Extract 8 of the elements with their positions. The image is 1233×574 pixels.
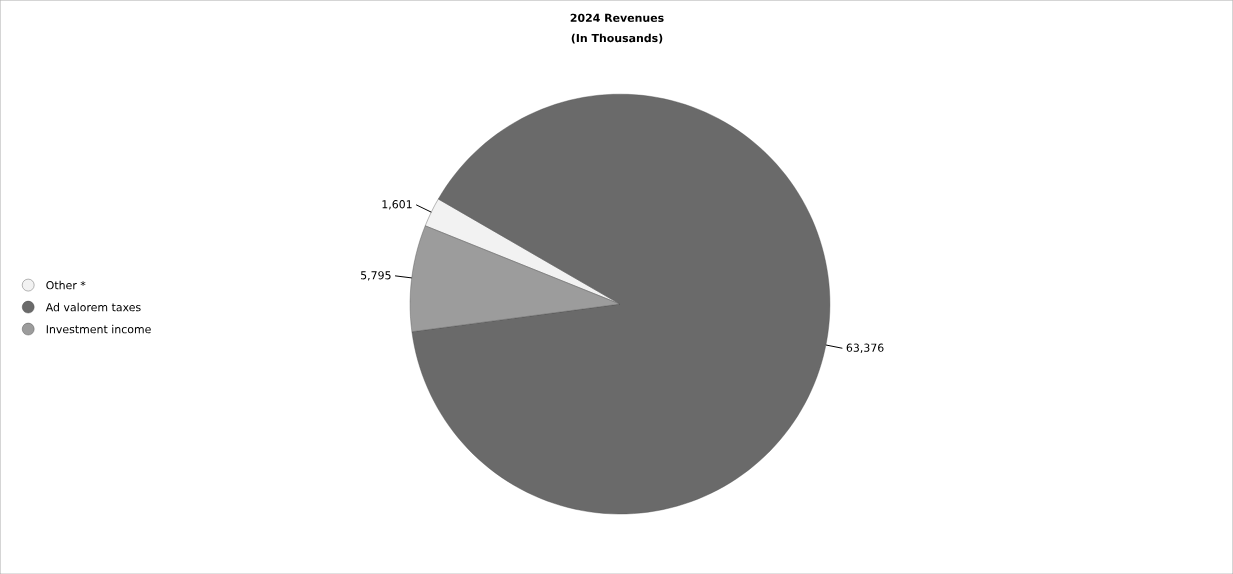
data-label: 63,376 (846, 343, 884, 353)
legend-label: Other * (46, 280, 86, 290)
chart-title: 2024 Revenues (570, 13, 664, 22)
legend-label: Ad valorem taxes (45, 302, 141, 312)
data-label: 1,601 (382, 200, 412, 210)
chart-subtitle: (In Thousands) (571, 33, 663, 44)
data-label: 5,795 (361, 271, 391, 281)
legend-label: Investment income (46, 324, 151, 334)
